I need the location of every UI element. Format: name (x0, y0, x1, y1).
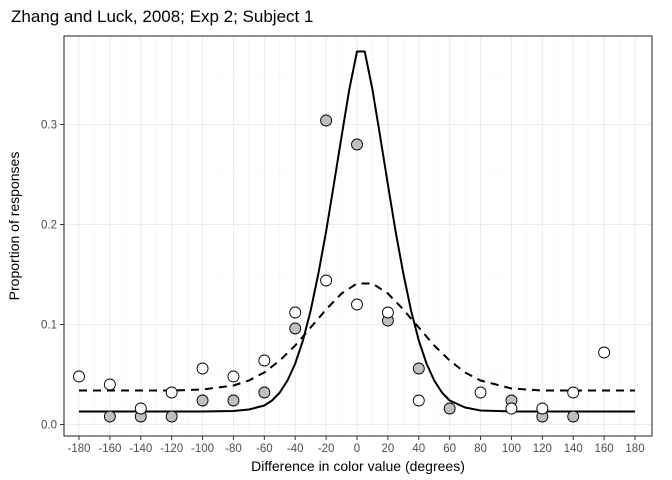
x-tick-label: -80 (225, 443, 242, 455)
x-tick-label: 140 (564, 443, 583, 455)
open-data-point (567, 386, 580, 399)
open-data-point (381, 306, 394, 319)
gray-data-point (258, 386, 271, 399)
curves (79, 50, 635, 413)
gray-data-point (289, 322, 302, 335)
open-data-point (505, 402, 518, 415)
x-tick-label: 0 (354, 443, 360, 455)
x-tick-label: 40 (412, 443, 425, 455)
gray-data-point (351, 138, 363, 151)
panel-border (63, 35, 653, 437)
x-tick-label: -40 (287, 443, 304, 455)
open-data-point (196, 362, 209, 375)
gray-data-point (227, 394, 240, 407)
open-data-point (73, 370, 85, 383)
x-tick-label: 180 (625, 443, 644, 455)
open-data-point (227, 370, 240, 383)
y-tick-label: 0.1 (41, 320, 57, 332)
x-tick-label: -60 (256, 443, 273, 455)
open-data-point (536, 402, 549, 415)
open-data-point (165, 386, 178, 399)
chart-title: Zhang and Luck, 2008; Exp 2; Subject 1 (11, 7, 313, 26)
x-tick-label: 20 (381, 443, 394, 455)
grid (64, 36, 652, 436)
y-axis-title: Proportion of responses (6, 152, 22, 301)
gray-data-point (443, 402, 456, 415)
open-data-point (103, 378, 116, 391)
x-tick-label: -20 (318, 443, 335, 455)
open-data-point (289, 306, 302, 319)
x-tick-label: -160 (98, 443, 121, 455)
x-tick-label: 120 (533, 443, 552, 455)
open-data-point (258, 354, 271, 367)
gray-data-point (320, 114, 333, 127)
x-tick-label: 160 (595, 443, 614, 455)
gray-data-point (103, 410, 116, 423)
open-data-point (351, 298, 363, 311)
gray-data-point (165, 410, 178, 423)
gray-data-point (196, 394, 209, 407)
gray-data-point (567, 410, 580, 423)
open-data-point (134, 402, 147, 415)
open-data-point (412, 394, 425, 407)
y-axis: 0.0 0.1 0.2 0.3 (41, 120, 64, 432)
solid-fit-curve (79, 50, 635, 413)
x-tick-label: -180 (67, 443, 90, 455)
y-tick-label: 0.3 (41, 120, 57, 132)
open-data-point (320, 274, 333, 287)
x-tick-label: -100 (191, 443, 214, 455)
gray-data-point (412, 362, 425, 375)
open-data-point (474, 386, 487, 399)
x-tick-label: -120 (160, 443, 183, 455)
x-axis: -180 -160 -140 -120 -100 -80 -60 -40 -20 0 20 40 60 8… (67, 436, 645, 455)
dashed-fit-curve (79, 282, 635, 392)
x-tick-label: 60 (443, 443, 456, 455)
y-tick-label: 0.0 (41, 420, 57, 432)
x-tick-label: 80 (474, 443, 487, 455)
y-tick-label: 0.2 (41, 220, 57, 232)
x-axis-title: Difference in color value (degrees) (251, 458, 465, 474)
points (73, 114, 611, 423)
x-tick-label: -140 (129, 443, 152, 455)
open-data-point (598, 346, 611, 359)
x-tick-label: 100 (502, 443, 521, 455)
